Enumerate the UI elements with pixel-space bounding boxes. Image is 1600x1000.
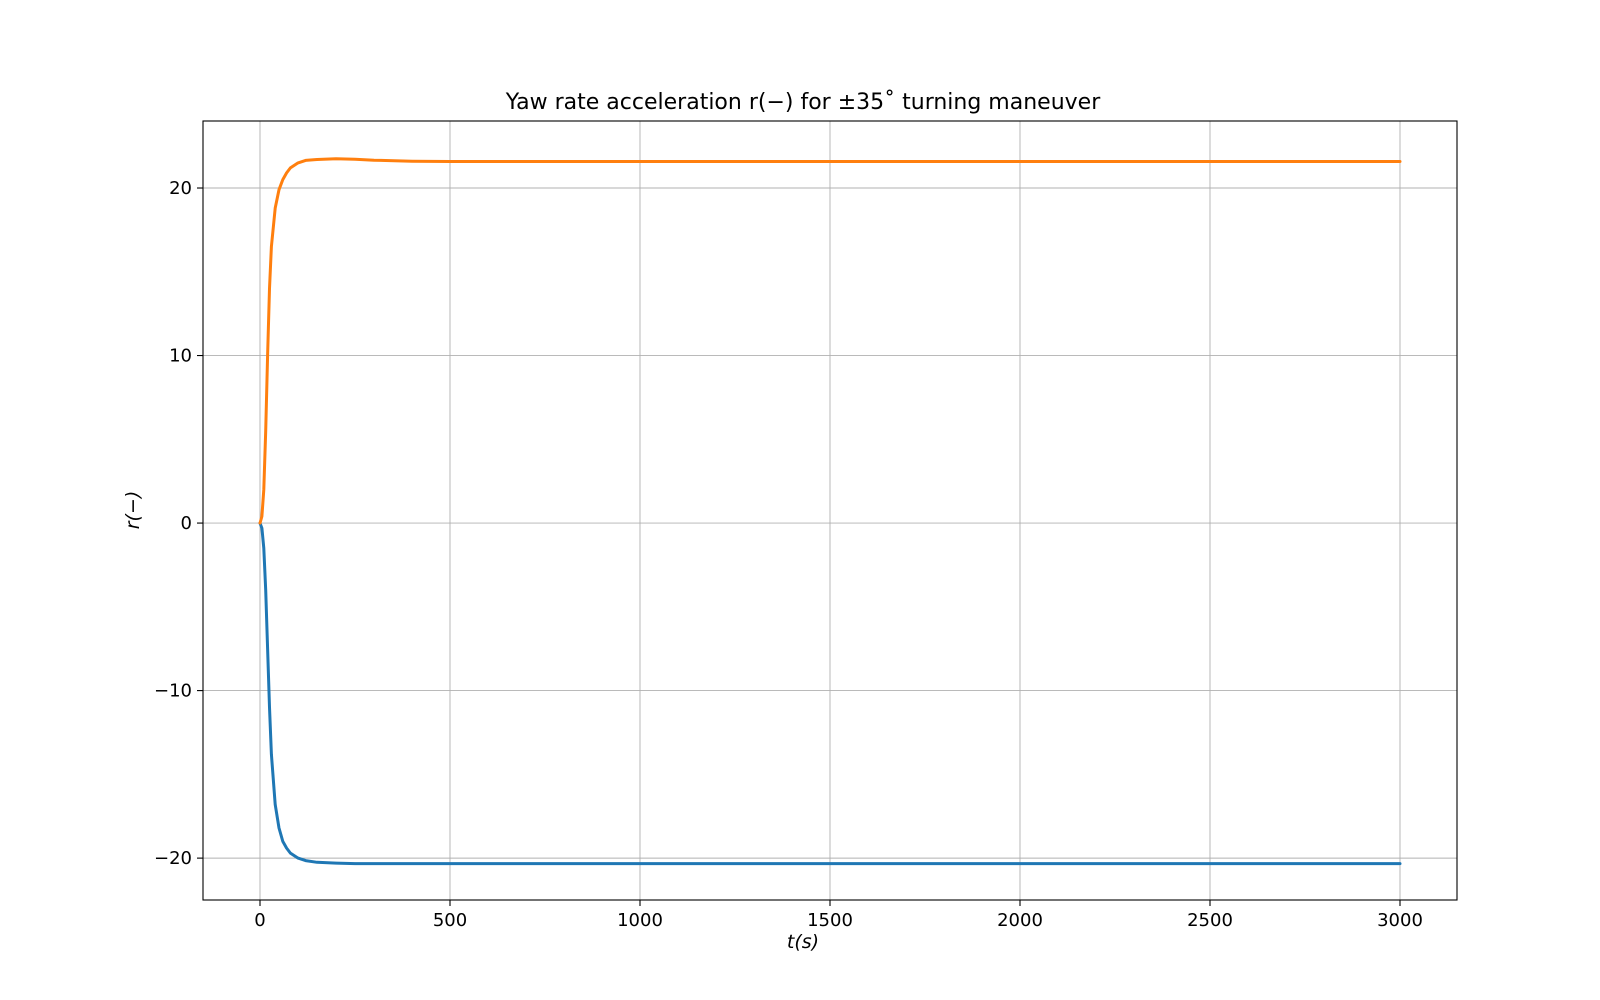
x-axis-label: t(s) — [787, 931, 819, 953]
series-line-1 — [258, 521, 1402, 866]
grid — [203, 121, 1457, 900]
y-tick-label: 20 — [169, 178, 192, 199]
series-line-2 — [258, 157, 1402, 525]
y-tick-label: 0 — [181, 513, 192, 534]
axis-ticks: 0 500 1000 1500 2000 2500 3000 −20 −10 0 10 20 — [154, 178, 1423, 931]
x-tick-label: 1000 — [617, 910, 663, 931]
x-tick-label: 2000 — [997, 910, 1043, 931]
chart-title: Yaw rate acceleration r(−) for ±35˚ turn… — [505, 90, 1101, 115]
x-tick-label: 0 — [254, 910, 265, 931]
x-tick-label: 1500 — [807, 910, 853, 931]
y-axis-label: r(−) — [122, 491, 144, 530]
y-tick-label: −20 — [154, 848, 192, 869]
x-tick-label: 500 — [433, 910, 467, 931]
y-tick-label: −10 — [154, 681, 192, 702]
plot-lines — [258, 157, 1402, 866]
x-tick-label: 3000 — [1377, 910, 1423, 931]
x-tick-label: 2500 — [1187, 910, 1233, 931]
y-tick-label: 10 — [169, 346, 192, 367]
